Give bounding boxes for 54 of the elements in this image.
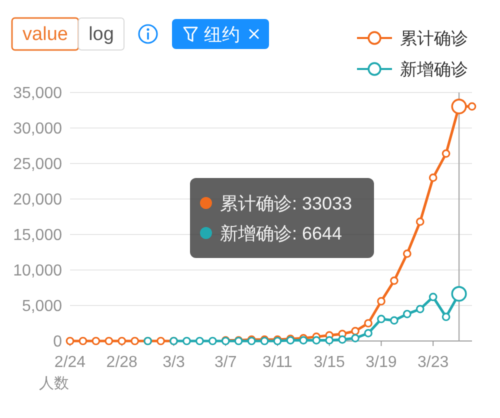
point <box>118 336 126 346</box>
point <box>195 336 204 346</box>
point <box>351 334 360 342</box>
text: 纽约 <box>204 24 240 44</box>
y-tick-label: 15,000 <box>13 227 62 244</box>
point <box>182 336 191 346</box>
point <box>92 336 100 346</box>
x-tick-label: 3/11 <box>262 354 293 371</box>
y-tick-label: 10,000 <box>13 262 62 280</box>
point <box>351 326 360 336</box>
point <box>402 310 412 318</box>
point <box>377 297 386 306</box>
x-tick-label: 3/3 <box>162 354 185 371</box>
y-tick-label: 35,000 <box>13 85 62 102</box>
point <box>104 336 114 346</box>
x-tick-label: 2/24 <box>54 354 86 371</box>
annotation: 新增确诊: 6644 <box>220 224 342 244</box>
point <box>325 336 334 344</box>
legend-label: 累计确诊 <box>400 29 468 48</box>
point <box>468 102 476 111</box>
point <box>338 335 347 344</box>
y-tick-label: 0 <box>53 334 62 350</box>
point <box>390 276 398 285</box>
point <box>428 174 438 182</box>
point <box>377 314 386 324</box>
point <box>364 329 372 338</box>
annotation: 累计确诊: 33033 <box>220 194 352 214</box>
point <box>428 292 438 302</box>
text: value <box>22 24 68 45</box>
y-tick-label: 30,000 <box>13 120 62 138</box>
y-tick-label: 5,000 <box>22 298 62 315</box>
text: log <box>88 24 114 45</box>
point <box>442 149 450 158</box>
legend-label: 新增确诊 <box>400 60 468 79</box>
point <box>442 312 450 322</box>
x-tick-label: 3/19 <box>366 354 397 371</box>
point <box>156 336 165 346</box>
x-tick-label: 2/28 <box>106 354 138 371</box>
y-axis-title: 人数 <box>39 375 69 392</box>
y-tick-label: 20,000 <box>13 192 62 208</box>
point <box>364 319 372 328</box>
point <box>402 249 412 258</box>
point <box>312 336 321 344</box>
x-tick-label: 3/7 <box>214 354 237 371</box>
x-tick-label: 3/23 <box>418 354 449 371</box>
point <box>390 316 398 325</box>
x-tick-label: 3/15 <box>314 354 346 371</box>
point <box>299 336 308 344</box>
point <box>416 304 424 314</box>
point <box>78 336 88 346</box>
point <box>130 336 140 346</box>
point <box>416 218 424 226</box>
point <box>208 336 217 346</box>
y-tick-label: 25,000 <box>13 156 62 173</box>
